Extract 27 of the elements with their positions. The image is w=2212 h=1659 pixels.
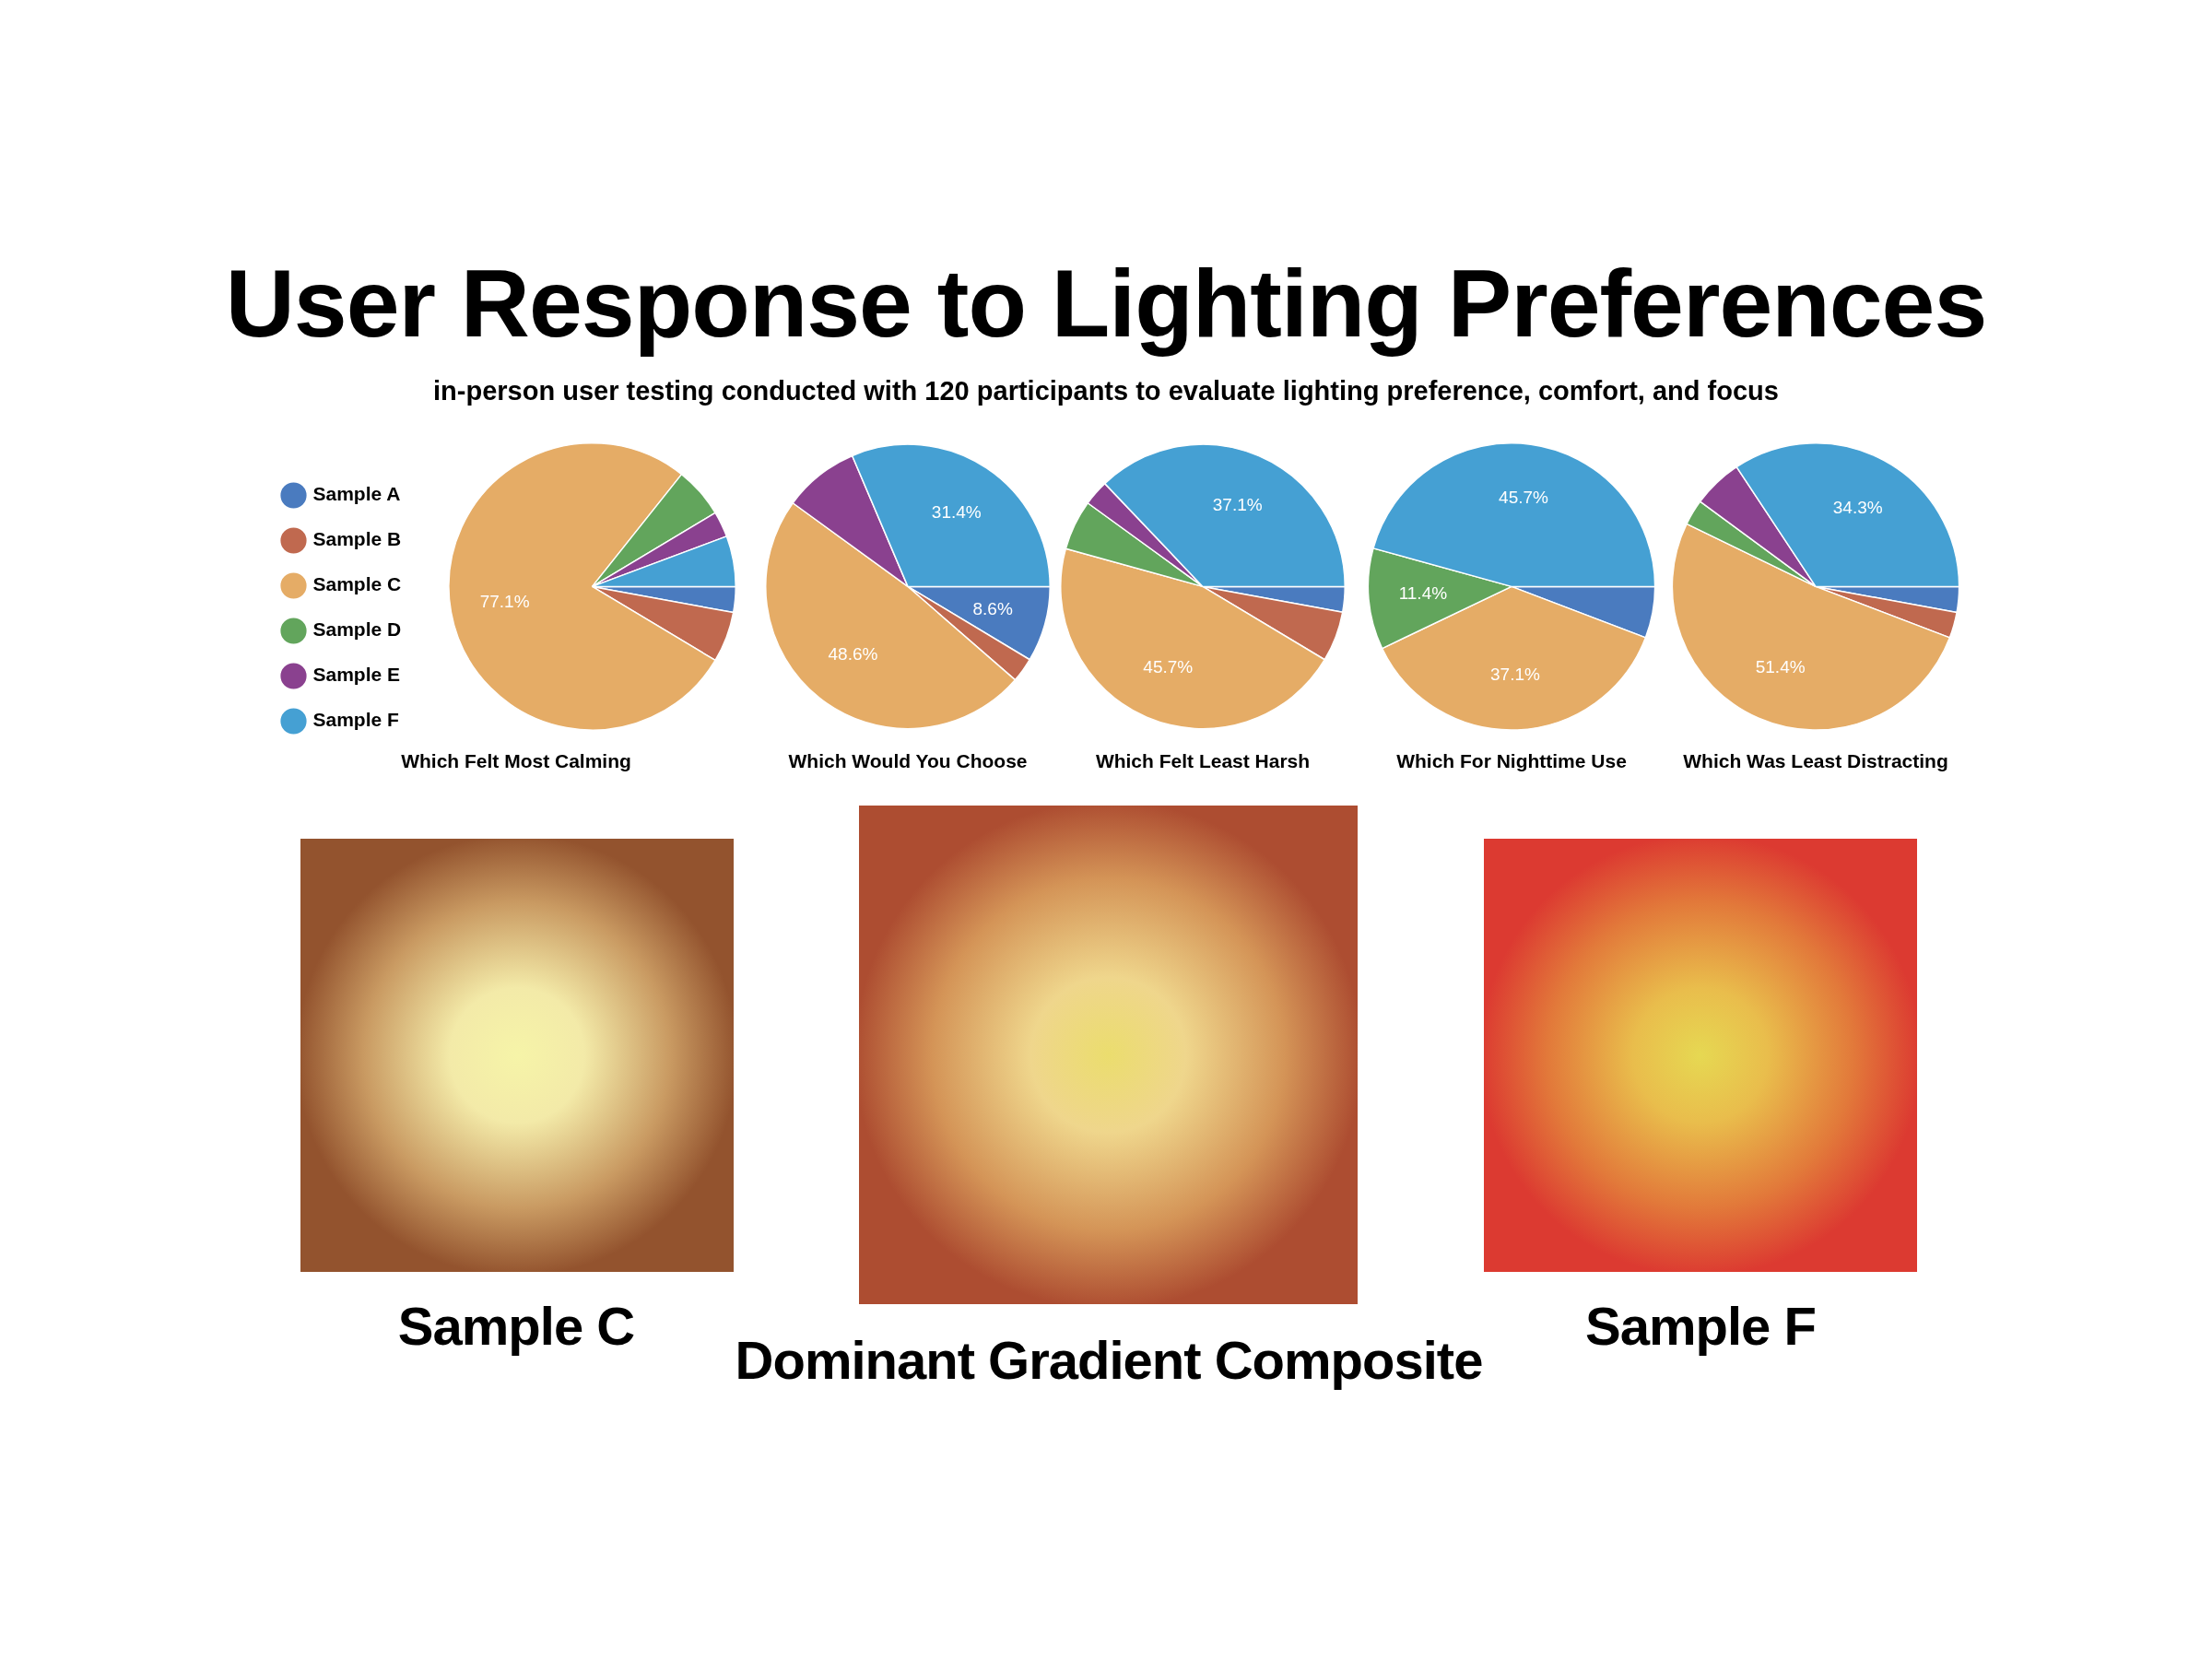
data-label: 31.4%: [931, 501, 982, 522]
legend-label: Sample A: [312, 483, 401, 505]
text: Which Would You Choose: [788, 750, 1028, 772]
data-label: 37.1%: [1212, 494, 1263, 514]
text: Sample F: [1585, 1296, 1816, 1356]
data-label: 8.6%: [972, 599, 1013, 619]
legend-label: Sample C: [312, 573, 402, 595]
data-label: 37.1%: [1490, 665, 1540, 685]
data-label: 45.7%: [1143, 656, 1194, 677]
legend-label: Sample B: [312, 528, 402, 550]
text: in-person user testing conducted with 120 participants to evaluate lighting preference, comfort, and focus: [432, 376, 1780, 406]
legend-label: Sample F: [312, 709, 400, 731]
data-label: 51.4%: [1755, 657, 1806, 677]
text: Which Was Least Distracting: [1683, 750, 1948, 772]
legend-label: Sample E: [312, 664, 401, 686]
legend-label: Sample D: [312, 618, 402, 641]
text: Which Felt Most Calming: [401, 750, 631, 772]
text: Which Felt Least Harsh: [1095, 750, 1311, 772]
data-label: 48.6%: [828, 644, 878, 665]
data-label: 34.3%: [1832, 497, 1883, 517]
data-label: 11.4%: [1398, 583, 1448, 604]
text: Dominant Gradient Composite: [734, 1329, 1484, 1391]
data-label: 45.7%: [1499, 488, 1549, 508]
text: User Response to Lighting Preferences: [224, 249, 1988, 359]
text: Which For Nighttime Use: [1396, 750, 1627, 772]
text: Sample C: [397, 1296, 635, 1356]
data-label: 77.1%: [479, 591, 530, 611]
